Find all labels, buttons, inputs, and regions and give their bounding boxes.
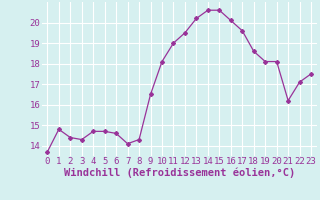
X-axis label: Windchill (Refroidissement éolien,°C): Windchill (Refroidissement éolien,°C) bbox=[64, 168, 295, 178]
